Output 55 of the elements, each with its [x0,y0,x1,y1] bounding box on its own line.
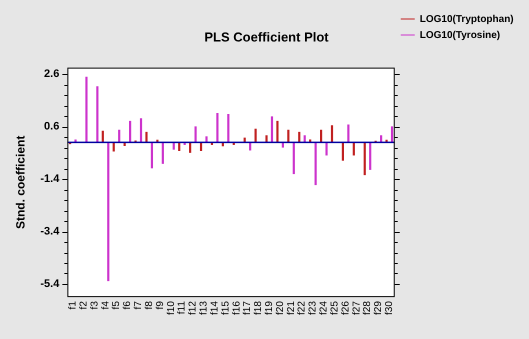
bar [107,142,110,282]
bar [364,142,366,176]
y-tick-label: -1.4 [40,173,60,186]
bar [102,130,104,142]
bar [227,114,230,142]
x-tick-label: f2 [78,300,90,310]
chart-title: PLS Coefficient Plot [204,29,330,44]
x-tick-label: f11 [176,300,188,314]
bar [112,142,115,152]
x-tick-label: f3 [89,300,100,310]
bar [298,132,300,142]
y-tick-label: 0.6 [44,120,60,133]
bar [85,76,88,142]
x-tick-label: f13 [198,300,210,316]
x-tick-label: f23 [308,300,319,316]
legend-label: LOG10(Tyrosine) [420,30,500,41]
x-tick-label: f21 [286,300,297,316]
x-tick-label: f10 [166,300,177,316]
x-tick-label: f28 [362,300,374,316]
x-tick-label: f14 [209,300,220,316]
bar [178,142,180,152]
x-tick-label: f18 [253,300,264,316]
bar [292,142,295,174]
x-tick-label: f17 [242,300,254,316]
x-tick-label: f7 [133,300,144,310]
y-tick-label: 2.6 [44,68,60,80]
x-tick-label: f8 [144,300,155,310]
bar [150,142,154,168]
x-tick-label: f24 [318,300,330,316]
x-tick-label: f29 [373,300,384,316]
x-tick-label: f5 [111,300,122,310]
x-tick-label: f19 [264,300,275,316]
x-tick-label: f26 [340,300,352,316]
x-tick-label: f9 [154,300,166,310]
x-tick-label: f16 [231,300,242,316]
bar [314,142,317,186]
bar [369,142,372,170]
y-tick-label: -5.4 [40,278,60,290]
x-tick-label: f15 [220,300,232,316]
bar [96,86,98,142]
bar [118,130,120,142]
x-tick-label: f27 [351,300,362,316]
legend-label: LOG10(Tryptophan) [420,14,514,25]
bar [352,142,355,156]
bar [172,142,175,150]
x-tick-label: f25 [329,300,340,316]
x-tick-label: f4 [100,300,112,310]
x-tick-label: f22 [296,300,308,316]
y-axis-title: Stnd. coefficient [14,136,28,230]
x-tick-label: f30 [384,300,396,316]
x-tick-label: f1 [68,300,79,310]
x-tick-label: f12 [188,300,199,316]
x-tick-label: f6 [122,300,134,310]
x-tick-label: f20 [274,300,286,316]
y-tick-label: -3.4 [40,226,60,238]
